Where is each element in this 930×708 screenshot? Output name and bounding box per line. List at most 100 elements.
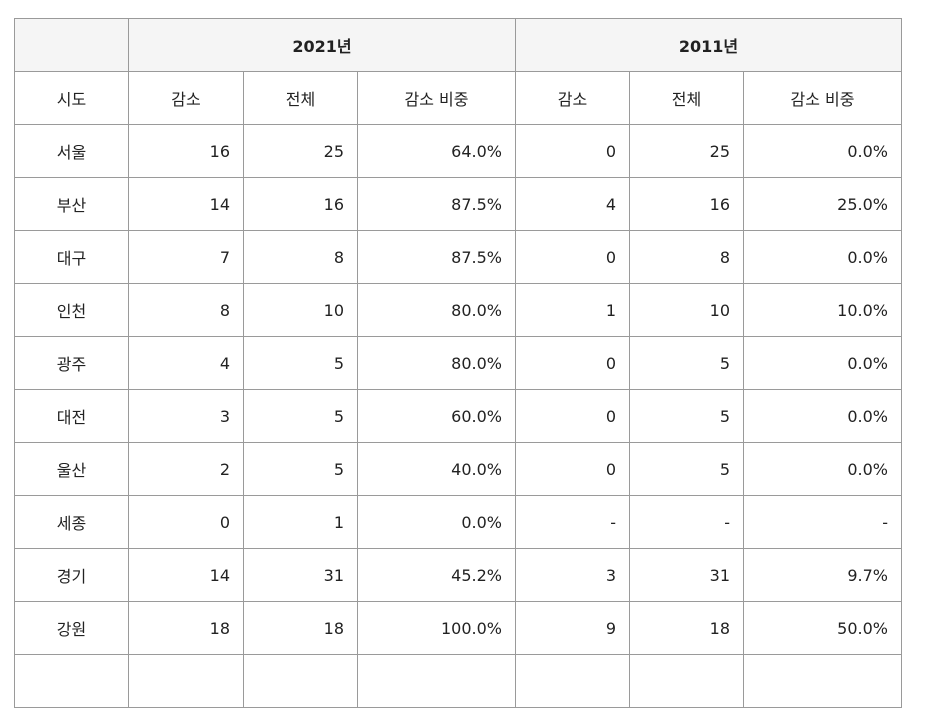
region-cell: 서울	[14, 124, 129, 178]
share-2011-cell: 50.0%	[743, 601, 902, 655]
share-2011-cell: 10.0%	[743, 283, 902, 337]
total-2011-cell: 31	[629, 548, 744, 602]
share-2021-cell: 60.0%	[357, 389, 516, 443]
decrease-2011-cell: 0	[515, 230, 630, 284]
year-header-row: 2021년 2011년	[14, 18, 902, 72]
decrease-2011-cell: 0	[515, 389, 630, 443]
region-cell: 경기	[14, 548, 129, 602]
share-2021-cell: 64.0%	[357, 124, 516, 178]
table-header: 2021년 2011년 시도 감소 전체 감소 비중 감소 전체 감소 비중	[14, 18, 902, 125]
share-2021-cell: 40.0%	[357, 442, 516, 496]
decrease-2021-cell: 7	[128, 230, 244, 284]
decrease-2021-cell: 16	[128, 124, 244, 178]
total-2011-cell	[629, 654, 744, 708]
total-2021-cell: 5	[243, 336, 358, 390]
table-row: 인천 8 10 80.0% 1 10 10.0%	[14, 283, 902, 337]
share-2021-cell	[357, 654, 516, 708]
column-header-total-2021: 전체	[243, 71, 358, 125]
share-2011-cell: 25.0%	[743, 177, 902, 231]
table-container: 2021년 2011년 시도 감소 전체 감소 비중 감소 전체 감소 비중 서…	[14, 18, 902, 708]
decrease-2011-cell: 0	[515, 124, 630, 178]
corner-cell	[14, 18, 129, 72]
decrease-2021-cell: 2	[128, 442, 244, 496]
table-row	[14, 654, 902, 708]
total-2021-cell: 18	[243, 601, 358, 655]
table-row: 서울 16 25 64.0% 0 25 0.0%	[14, 124, 902, 178]
region-cell: 대구	[14, 230, 129, 284]
table-row: 대구 7 8 87.5% 0 8 0.0%	[14, 230, 902, 284]
share-2021-cell: 80.0%	[357, 283, 516, 337]
column-header-decrease-2011: 감소	[515, 71, 630, 125]
table-row: 강원 18 18 100.0% 9 18 50.0%	[14, 601, 902, 655]
region-cell: 대전	[14, 389, 129, 443]
decrease-2011-cell: 3	[515, 548, 630, 602]
decrease-2011-cell: 0	[515, 336, 630, 390]
total-2011-cell: 8	[629, 230, 744, 284]
decrease-2011-cell: 1	[515, 283, 630, 337]
total-2021-cell: 31	[243, 548, 358, 602]
total-2011-cell: -	[629, 495, 744, 549]
decrease-2011-cell	[515, 654, 630, 708]
column-header-decrease-2021: 감소	[128, 71, 244, 125]
share-2011-cell: 0.0%	[743, 389, 902, 443]
share-2021-cell: 87.5%	[357, 177, 516, 231]
table-row: 광주 4 5 80.0% 0 5 0.0%	[14, 336, 902, 390]
decrease-2011-cell: -	[515, 495, 630, 549]
total-2011-cell: 18	[629, 601, 744, 655]
total-2021-cell	[243, 654, 358, 708]
column-header-row: 시도 감소 전체 감소 비중 감소 전체 감소 비중	[14, 71, 902, 125]
table-row: 대전 3 5 60.0% 0 5 0.0%	[14, 389, 902, 443]
share-2011-cell: 0.0%	[743, 124, 902, 178]
region-cell: 부산	[14, 177, 129, 231]
share-2021-cell: 80.0%	[357, 336, 516, 390]
decrease-2021-cell	[128, 654, 244, 708]
share-2021-cell: 0.0%	[357, 495, 516, 549]
share-2011-cell: -	[743, 495, 902, 549]
total-2021-cell: 10	[243, 283, 358, 337]
total-2011-cell: 5	[629, 336, 744, 390]
total-2011-cell: 5	[629, 389, 744, 443]
total-2021-cell: 5	[243, 442, 358, 496]
table-row: 경기 14 31 45.2% 3 31 9.7%	[14, 548, 902, 602]
share-2011-cell: 0.0%	[743, 336, 902, 390]
total-2011-cell: 16	[629, 177, 744, 231]
table-row: 울산 2 5 40.0% 0 5 0.0%	[14, 442, 902, 496]
region-cell: 울산	[14, 442, 129, 496]
table-row: 세종 0 1 0.0% - - -	[14, 495, 902, 549]
column-header-share-2011: 감소 비중	[743, 71, 902, 125]
year-header-2021: 2021년	[128, 18, 516, 72]
decrease-2021-cell: 4	[128, 336, 244, 390]
share-2011-cell: 0.0%	[743, 442, 902, 496]
decrease-2021-cell: 3	[128, 389, 244, 443]
decrease-2011-cell: 4	[515, 177, 630, 231]
table-body: 서울 16 25 64.0% 0 25 0.0% 부산 14 16 87.5% 4 16 25.0% 대구 7…	[14, 124, 902, 708]
decrease-2021-cell: 0	[128, 495, 244, 549]
region-cell: 인천	[14, 283, 129, 337]
share-2021-cell: 100.0%	[357, 601, 516, 655]
data-table: 2021년 2011년 시도 감소 전체 감소 비중 감소 전체 감소 비중 서…	[14, 18, 902, 708]
total-2021-cell: 5	[243, 389, 358, 443]
decrease-2021-cell: 18	[128, 601, 244, 655]
region-cell: 강원	[14, 601, 129, 655]
total-2011-cell: 25	[629, 124, 744, 178]
column-header-total-2011: 전체	[629, 71, 744, 125]
share-2011-cell	[743, 654, 902, 708]
share-2011-cell: 9.7%	[743, 548, 902, 602]
total-2021-cell: 1	[243, 495, 358, 549]
column-header-region: 시도	[14, 71, 129, 125]
region-cell	[14, 654, 129, 708]
year-header-2011: 2011년	[515, 18, 902, 72]
total-2011-cell: 5	[629, 442, 744, 496]
total-2021-cell: 8	[243, 230, 358, 284]
table-row: 부산 14 16 87.5% 4 16 25.0%	[14, 177, 902, 231]
decrease-2021-cell: 14	[128, 548, 244, 602]
column-header-share-2021: 감소 비중	[357, 71, 516, 125]
total-2011-cell: 10	[629, 283, 744, 337]
region-cell: 세종	[14, 495, 129, 549]
decrease-2011-cell: 9	[515, 601, 630, 655]
region-cell: 광주	[14, 336, 129, 390]
share-2021-cell: 87.5%	[357, 230, 516, 284]
share-2011-cell: 0.0%	[743, 230, 902, 284]
share-2021-cell: 45.2%	[357, 548, 516, 602]
decrease-2021-cell: 14	[128, 177, 244, 231]
